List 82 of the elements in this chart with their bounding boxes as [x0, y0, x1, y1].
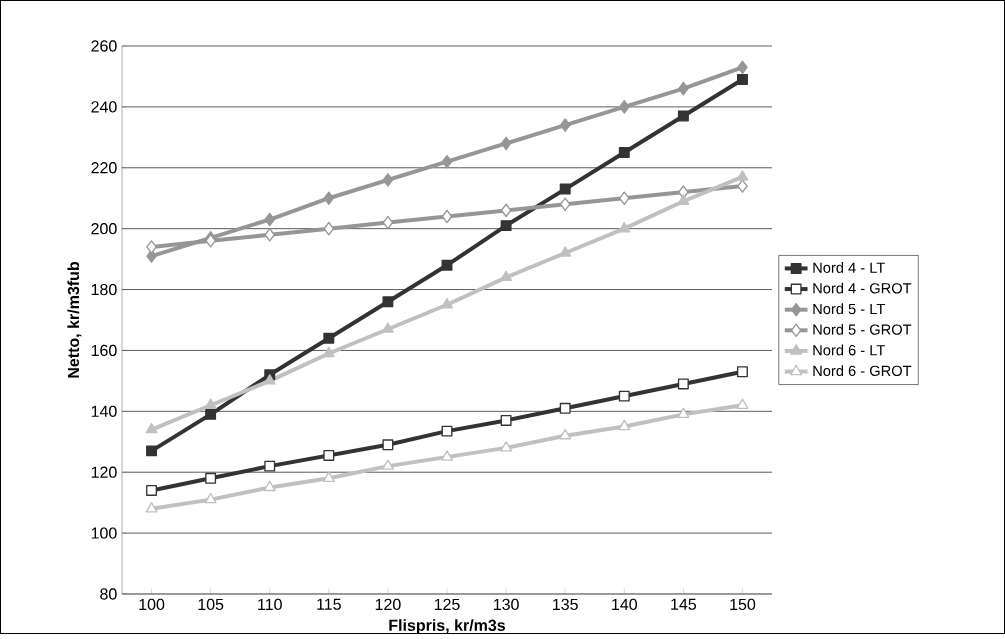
point [441, 259, 453, 271]
y-tick-label: 260 [91, 40, 117, 52]
legend-label: Nord 5 - GROT [813, 324, 912, 335]
point [619, 100, 630, 114]
point [323, 450, 335, 462]
x-tick-label: 110 [258, 598, 282, 611]
point [322, 471, 335, 483]
point [737, 179, 748, 194]
point [559, 403, 571, 414]
x-tick-label: 125 [434, 598, 460, 611]
point [263, 480, 276, 492]
x-tick-label: 115 [317, 598, 341, 611]
point [618, 390, 630, 402]
point [677, 407, 690, 419]
y-tick-label: 240 [91, 101, 117, 113]
point [323, 222, 335, 236]
x-axis-title: Flispris, kr/m3s [389, 619, 506, 635]
point [737, 74, 748, 86]
point [500, 220, 512, 232]
x-tick-label: 120 [375, 598, 401, 611]
point [441, 450, 453, 461]
x-tick-label: 145 [671, 598, 697, 611]
point [264, 228, 275, 242]
point [146, 485, 158, 497]
point [441, 298, 453, 309]
x-tick-label: 130 [493, 598, 519, 611]
point [559, 118, 571, 133]
legend-label: Nord 4 - GROT [813, 282, 912, 294]
x-tick-label: 150 [730, 598, 756, 611]
point [618, 147, 630, 159]
point [736, 398, 749, 410]
point [619, 191, 630, 206]
y-tick-label: 220 [91, 162, 117, 174]
point [618, 419, 631, 431]
point [382, 173, 394, 187]
point [677, 110, 689, 122]
x-tick-label: 100 [139, 598, 165, 611]
point [441, 209, 453, 224]
point [559, 183, 571, 195]
point [441, 155, 453, 169]
y-tick-label: 80 [100, 588, 117, 600]
y-axis-title: Netto, kr/m3fub [67, 262, 82, 378]
point [145, 423, 158, 434]
y-tick-label: 140 [91, 405, 117, 418]
point [381, 459, 394, 471]
point [323, 333, 335, 344]
point [323, 191, 335, 206]
x-tick-label: 140 [612, 598, 638, 611]
point [737, 366, 748, 378]
point [618, 222, 631, 233]
point [500, 203, 512, 218]
legend-label: Nord 4 - LT [813, 262, 885, 274]
point [146, 445, 158, 457]
legend-label: Nord 6 - GROT [813, 365, 912, 377]
point [205, 473, 217, 484]
point [204, 493, 217, 504]
y-tick-label: 120 [91, 466, 117, 479]
y-tick-label: 160 [91, 345, 117, 357]
point [146, 240, 157, 254]
y-tick-label: 100 [91, 527, 117, 539]
x-tick-label: 105 [198, 598, 224, 611]
point [382, 215, 394, 230]
point [441, 425, 453, 437]
point [677, 378, 689, 390]
point [678, 82, 689, 96]
point [559, 429, 572, 440]
legend-label: Nord 6 - LT [813, 344, 885, 356]
y-tick-label: 200 [91, 223, 117, 235]
point [264, 460, 276, 472]
point [264, 212, 275, 227]
point [500, 136, 512, 151]
point [737, 60, 748, 75]
point [205, 409, 217, 421]
y-tick-label: 180 [91, 284, 117, 296]
point [145, 502, 158, 513]
point [382, 439, 394, 451]
x-tick-label: 135 [553, 598, 578, 611]
point [500, 441, 513, 452]
legend-label: Nord 5 - LT [813, 303, 885, 315]
point [500, 415, 512, 427]
point [382, 296, 394, 308]
point [559, 197, 571, 212]
